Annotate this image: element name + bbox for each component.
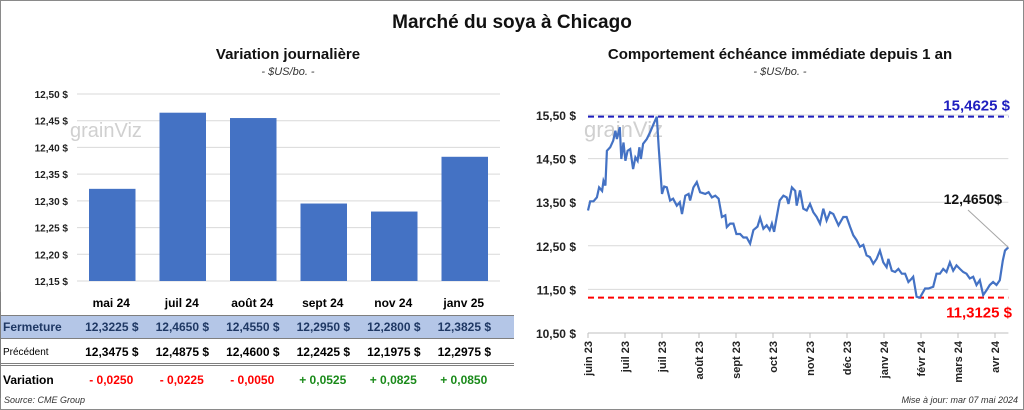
col-header: mai 24 bbox=[92, 296, 130, 310]
cell: 12,2950 $ bbox=[296, 320, 350, 334]
x-tick-label: juil 23 bbox=[620, 341, 632, 373]
col-header: sept 24 bbox=[302, 296, 344, 310]
cell: 12,3825 $ bbox=[437, 320, 491, 334]
y-tick-label: 12,20 $ bbox=[35, 250, 69, 261]
fermeture-row: Fermeture 12,3225 $ 12,4650 $ 12,4550 $ … bbox=[0, 315, 514, 339]
col-header: nov 24 bbox=[374, 296, 413, 310]
row-label: Fermeture bbox=[3, 320, 62, 334]
cell: 12,4550 $ bbox=[226, 320, 280, 334]
bar bbox=[159, 112, 206, 281]
cell: 12,2800 $ bbox=[367, 320, 421, 334]
x-tick-label: mars 24 bbox=[953, 340, 965, 382]
cell-positive: + 0,0850 bbox=[440, 373, 488, 387]
bar bbox=[441, 156, 488, 281]
x-tick-label: août 23 bbox=[694, 341, 706, 380]
watermark-logo: grainViz bbox=[70, 120, 142, 142]
x-tick-label: juin 23 bbox=[583, 341, 595, 377]
cell-positive: + 0,0825 bbox=[369, 373, 417, 387]
y-tick-label: 12,15 $ bbox=[35, 277, 69, 288]
y-tick-label: 11,50 $ bbox=[537, 283, 577, 297]
x-tick-label: nov 23 bbox=[805, 341, 817, 376]
min-label: 11,3125 $ bbox=[946, 305, 1013, 322]
updated-note: Mise à jour: mar 07 mai 2024 bbox=[901, 395, 1018, 405]
x-tick-label: févr 24 bbox=[916, 340, 928, 376]
x-tick-label: avr 24 bbox=[990, 340, 1002, 373]
y-tick-label: 14,50 $ bbox=[536, 153, 576, 167]
bar-chart: 12,15 $ 12,20 $ 12,25 $ 12,30 $ 12,35 $ 12,40… bbox=[35, 90, 500, 288]
y-tick-label: 10,50 $ bbox=[536, 327, 576, 341]
price-line bbox=[586, 116, 1010, 299]
cell: 12,4875 $ bbox=[155, 345, 209, 359]
y-tick-label: 12,30 $ bbox=[35, 197, 69, 208]
variation-row: Variation - 0,0250 - 0,0225 - 0,0050 + 0… bbox=[0, 368, 514, 392]
source-note: Source: CME Group bbox=[4, 395, 86, 405]
cell: 12,1975 $ bbox=[367, 345, 421, 359]
bar bbox=[230, 118, 277, 281]
row-label: Précédent bbox=[3, 346, 49, 358]
left-chart-unit: - $US/bo. - bbox=[261, 66, 315, 78]
cell-negative: - 0,0050 bbox=[230, 373, 275, 387]
max-label: 15,4625 $ bbox=[943, 98, 1010, 115]
x-tick-label: déc 23 bbox=[842, 341, 854, 375]
col-header: juil 24 bbox=[164, 296, 199, 310]
x-tick-label: janv 24 bbox=[879, 340, 891, 379]
cell: 12,3225 $ bbox=[85, 320, 139, 334]
row-label: Variation bbox=[3, 373, 54, 387]
col-header: août 24 bbox=[231, 296, 274, 310]
cell: 12,3475 $ bbox=[85, 345, 139, 359]
bar bbox=[300, 203, 347, 281]
col-header: janv 25 bbox=[443, 296, 485, 310]
right-chart-title: Comportement échéance immédiate depuis 1… bbox=[607, 46, 953, 63]
main-title: Marché du soya à Chicago bbox=[392, 12, 632, 33]
cell: 12,2975 $ bbox=[437, 345, 491, 359]
last-label-leader bbox=[967, 209, 1009, 248]
left-chart-title: Variation journalière bbox=[215, 46, 361, 63]
cell: 12,2425 $ bbox=[296, 345, 350, 359]
last-label: 12,4650$ bbox=[944, 191, 1003, 207]
y-tick-label: 13,50 $ bbox=[536, 196, 576, 210]
cell: 12,4650 $ bbox=[155, 320, 209, 334]
table-header-row: mai 24 juil 24 août 24 sept 24 nov 24 ja… bbox=[0, 292, 514, 314]
line-chart: 10,50 $ 11,50 $ 12,50 $ 13,50 $ 14,50 $ 15,50… bbox=[536, 98, 1013, 383]
cell-positive: + 0,0525 bbox=[299, 373, 347, 387]
y-tick-label: 12,50 $ bbox=[536, 240, 576, 254]
y-tick-label: 12,50 $ bbox=[35, 90, 69, 101]
x-tick-label: oct 23 bbox=[768, 341, 780, 373]
watermark-logo: grainViz bbox=[584, 117, 663, 142]
right-chart-unit: - $US/bo. - bbox=[753, 66, 807, 78]
y-tick-label: 12,40 $ bbox=[35, 143, 69, 154]
bar bbox=[89, 188, 136, 281]
y-tick-label: 15,50 $ bbox=[536, 109, 576, 123]
cell-negative: - 0,0225 bbox=[159, 373, 204, 387]
bar bbox=[371, 211, 418, 281]
x-tick-label: juil 23 bbox=[657, 341, 669, 373]
y-tick-label: 12,35 $ bbox=[35, 170, 69, 181]
y-tick-label: 12,45 $ bbox=[35, 117, 69, 128]
cell-negative: - 0,0250 bbox=[89, 373, 134, 387]
precedent-row: Précédent 12,3475 $ 12,4875 $ 12,4600 $ … bbox=[0, 341, 514, 366]
cell: 12,4600 $ bbox=[226, 345, 280, 359]
x-tick-label: sept 23 bbox=[731, 341, 743, 379]
y-tick-label: 12,25 $ bbox=[35, 224, 69, 235]
